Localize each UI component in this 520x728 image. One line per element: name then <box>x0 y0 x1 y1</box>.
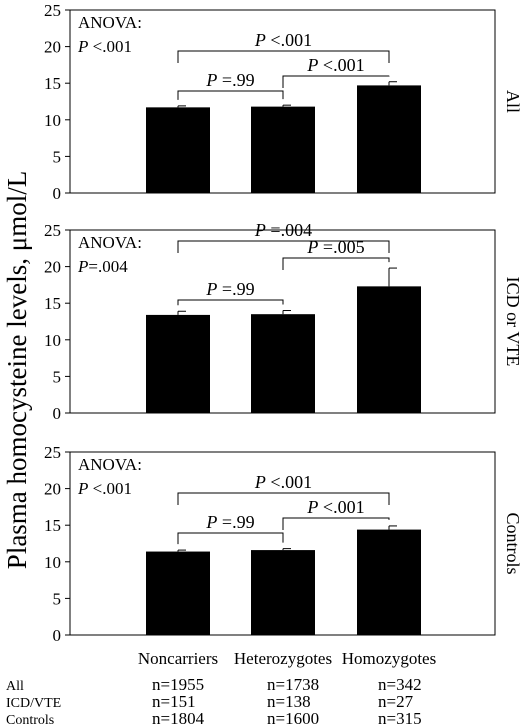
y-tick-label: 25 <box>44 221 61 240</box>
y-tick-label: 20 <box>44 38 61 57</box>
y-tick-label: 15 <box>44 516 61 535</box>
bar-homozygotes <box>357 286 421 413</box>
panel-label: Controls <box>503 512 520 574</box>
comparison-bracket <box>177 299 284 306</box>
comparison-bracket <box>177 90 284 100</box>
table-cell: n=1804 <box>152 709 205 728</box>
x-category-labels: Noncarriers Heterozygotes Homozygotes <box>138 649 436 668</box>
anova-p-value: P <.001 <box>77 37 132 56</box>
y-tick-label: 20 <box>44 480 61 499</box>
bar-homozygotes <box>357 529 421 635</box>
y-axis-label: Plasma homocysteine levels, μmol/L <box>2 171 32 569</box>
panel-label: ICD or VTE <box>503 277 520 367</box>
comparison-p-value: P =.99 <box>205 512 254 532</box>
y-tick-label: 20 <box>44 258 61 277</box>
table-cell: n=138 <box>267 692 311 711</box>
table-cell: n=151 <box>152 692 196 711</box>
y-tick-label: 25 <box>44 1 61 20</box>
comparison-bracket <box>177 240 390 253</box>
table-row-label: Controls <box>6 713 54 728</box>
y-tick-label: 10 <box>44 553 61 572</box>
anova-label: ANOVA: <box>78 233 142 252</box>
y-tick-label: 5 <box>53 589 62 608</box>
bar-noncarriers <box>146 314 210 413</box>
comparison-p-value: P =.005 <box>306 237 364 257</box>
table-cell: n=1600 <box>267 709 319 728</box>
comparison-p-value: P <.001 <box>306 497 364 517</box>
x-category-label: Homozygotes <box>342 649 436 668</box>
table-cell: n=27 <box>378 692 414 711</box>
table-cell: n=1955 <box>152 675 204 694</box>
y-tick-label: 10 <box>44 111 61 130</box>
anova-label: ANOVA: <box>78 455 142 474</box>
table-row-label: All <box>6 679 24 694</box>
table-cell: n=1738 <box>267 675 319 694</box>
table-cell: n=315 <box>378 709 422 728</box>
table-row-label: ICD/VTE <box>6 696 61 711</box>
y-tick-label: 5 <box>53 367 62 386</box>
x-category-label: Heterozygotes <box>234 649 332 668</box>
bar-noncarriers <box>146 107 210 193</box>
y-tick-label: 0 <box>53 184 62 203</box>
x-category-label: Noncarriers <box>138 649 218 668</box>
anova-p-value: P <.001 <box>77 479 132 498</box>
anova-label: ANOVA: <box>78 13 142 32</box>
comparison-bracket <box>177 532 284 545</box>
bar-heterozygotes <box>251 106 315 193</box>
y-tick-label: 15 <box>44 294 61 313</box>
comparison-p-value: P =.004 <box>254 220 312 240</box>
panel-label: All <box>503 90 520 113</box>
anova-p-value: P=.004 <box>77 257 128 276</box>
y-tick-label: 0 <box>53 404 62 423</box>
comparison-bracket <box>177 492 390 505</box>
bar-homozygotes <box>357 85 421 193</box>
y-tick-label: 0 <box>53 626 62 645</box>
y-tick-label: 10 <box>44 331 61 350</box>
comparison-p-value: P =.99 <box>205 70 254 90</box>
sample-size-table: All n=1955 n=1738 n=342 ICD/VTE n=151 n=138 n=2… <box>6 675 422 728</box>
y-tick-label: 25 <box>44 443 61 462</box>
comparison-bracket <box>282 75 390 88</box>
bar-heterozygotes <box>251 314 315 413</box>
comparison-bracket <box>177 50 390 63</box>
comparison-p-value: P <.001 <box>306 55 364 75</box>
comparison-p-value: P =.99 <box>205 279 254 299</box>
y-tick-label: 15 <box>44 74 61 93</box>
comparison-p-value: P <.001 <box>254 30 312 50</box>
comparison-bracket <box>282 517 390 530</box>
comparison-p-value: P <.001 <box>254 472 312 492</box>
bar-noncarriers <box>146 551 210 635</box>
comparison-bracket <box>282 257 390 270</box>
bar-heterozygotes <box>251 550 315 635</box>
y-tick-label: 5 <box>53 147 62 166</box>
table-cell: n=342 <box>378 675 422 694</box>
